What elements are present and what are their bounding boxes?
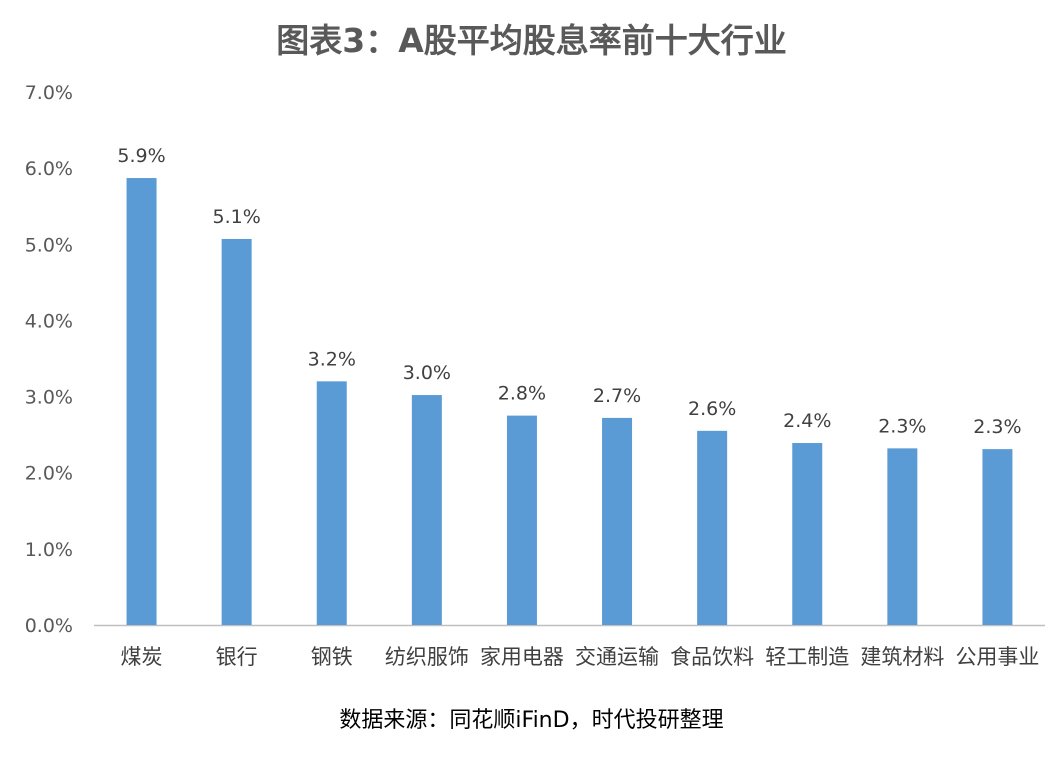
y-tick-label: 7.0% [25,82,73,104]
chart-title: 图表3：A股平均股息率前十大行业 [276,21,787,60]
x-tick-label: 公用事业 [955,645,1039,669]
y-tick-label: 0.0% [25,615,73,637]
data-source-note: 数据来源：同花顺iFinD，时代投研整理 [339,708,724,733]
bar [506,415,537,625]
y-tick-label: 1.0% [25,539,73,561]
bar [411,395,442,625]
data-label: 2.7% [593,385,641,407]
bar [316,381,347,625]
data-label: 3.0% [403,362,451,384]
bar [697,430,728,625]
x-tick-label: 钢铁 [311,645,353,669]
data-label: 2.8% [498,383,546,405]
x-tick-label: 轻工制造 [765,645,849,669]
bar [602,417,633,625]
x-tick-label: 纺织服饰 [385,645,469,669]
bar [982,449,1013,625]
bar [887,448,918,625]
data-label: 5.9% [117,145,165,167]
y-tick-label: 5.0% [25,234,73,256]
x-tick-label: 交通运输 [575,645,659,669]
x-tick-label: 银行 [216,645,258,669]
data-label: 5.1% [213,206,261,228]
bar [221,238,252,625]
x-tick-label: 建筑材料 [860,645,944,669]
x-tick-label: 家用电器 [480,645,564,669]
data-label: 2.4% [783,410,831,432]
x-tick-label: 食品饮料 [670,645,754,669]
data-label: 2.3% [973,416,1021,438]
data-label: 2.3% [878,415,926,437]
y-tick-label: 6.0% [25,158,73,180]
y-tick-label: 3.0% [25,387,73,409]
bar [126,178,157,625]
data-label: 3.2% [308,348,356,370]
bar [792,443,823,625]
y-tick-label: 4.0% [25,310,73,332]
x-tick-label: 煤炭 [121,645,163,669]
y-tick-label: 2.0% [25,463,73,485]
data-label: 2.6% [688,398,736,420]
